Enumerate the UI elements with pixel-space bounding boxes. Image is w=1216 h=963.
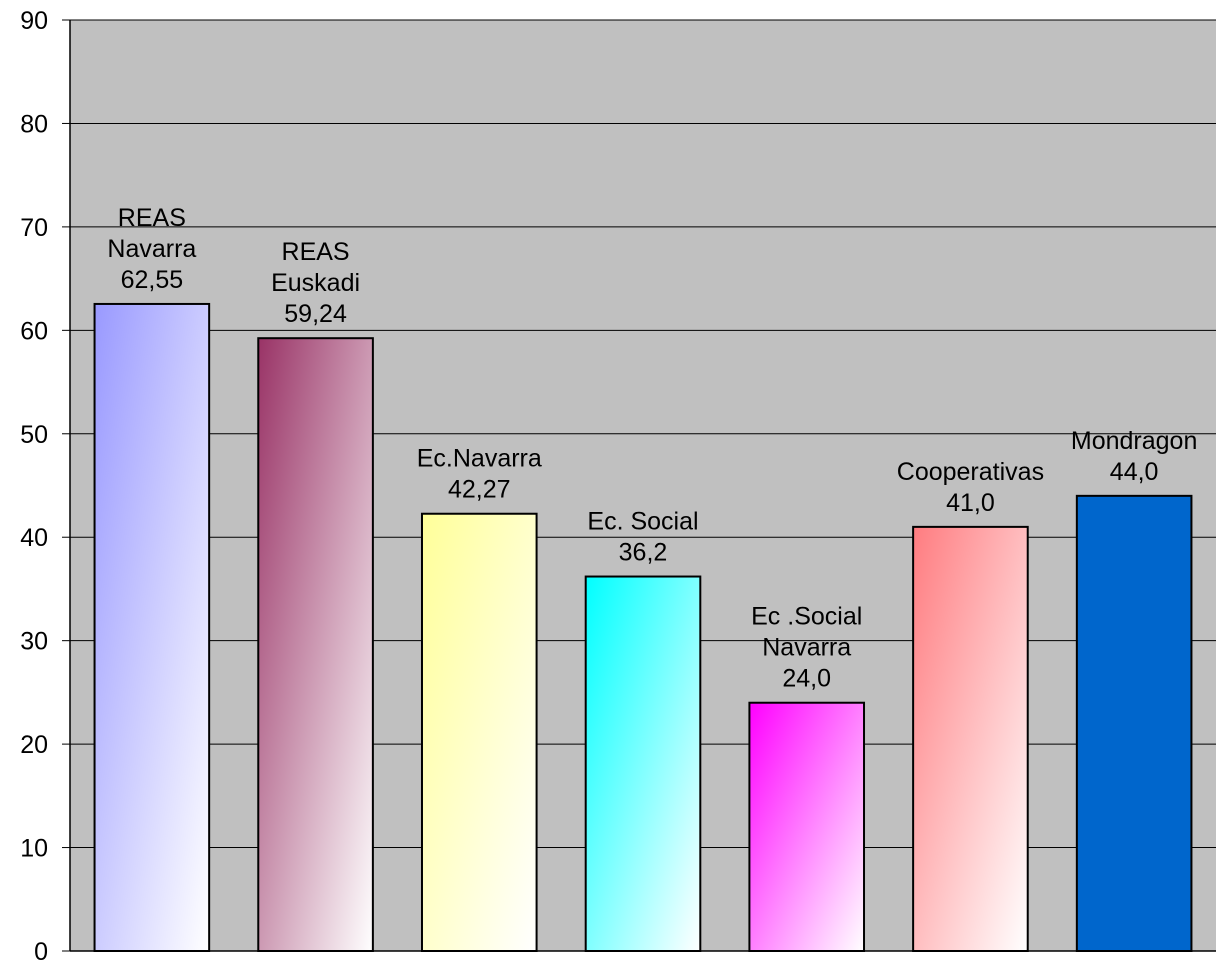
bar-5 [912,525,1029,953]
bar-3 [584,575,702,953]
bar-4 [748,701,866,952]
y-tick-label: 60 [20,317,48,345]
bar-1 [257,337,374,952]
bar-0 [93,302,211,952]
data-label-0-2: 62,55 [121,266,184,294]
y-tick-label: 0 [34,938,48,963]
bars [93,302,1193,953]
data-label-4-1: Navarra [762,634,851,662]
bar-6 [1075,494,1193,952]
data-label-3-0: Ec. Social [587,508,698,536]
data-label-5-0: Cooperativas [897,458,1044,486]
bar-2 [420,512,538,953]
y-tick-label: 10 [20,835,48,863]
data-label-0-0: REAS [118,204,186,232]
y-tick-label: 30 [20,628,48,656]
data-label-2-0: Ec.Navarra [417,445,542,473]
data-label-4-0: Ec .Social [751,603,862,631]
y-tick-label: 70 [20,214,48,242]
y-tick-label: 50 [20,421,48,449]
data-label-6-1: 44,0 [1110,458,1159,486]
y-tick-label: 40 [20,524,48,552]
data-label-2-1: 42,27 [448,476,511,504]
data-label-1-0: REAS [282,238,350,266]
y-tick-label: 80 [20,110,48,138]
data-label-5-1: 41,0 [946,489,995,517]
data-label-3-1: 36,2 [619,539,668,567]
y-tick-label: 90 [20,7,48,35]
data-label-1-2: 59,24 [284,300,347,328]
data-label-6-0: Mondragon [1071,427,1197,455]
data-label-1-1: Euskadi [271,269,360,297]
data-label-4-2: 24,0 [782,665,831,693]
data-label-0-1: Navarra [107,235,196,263]
y-tick-label: 20 [20,731,48,759]
data-labels: REAS Navarra 62,55 REAS Euskadi 59,24 Ec.Navar… [107,204,1197,693]
